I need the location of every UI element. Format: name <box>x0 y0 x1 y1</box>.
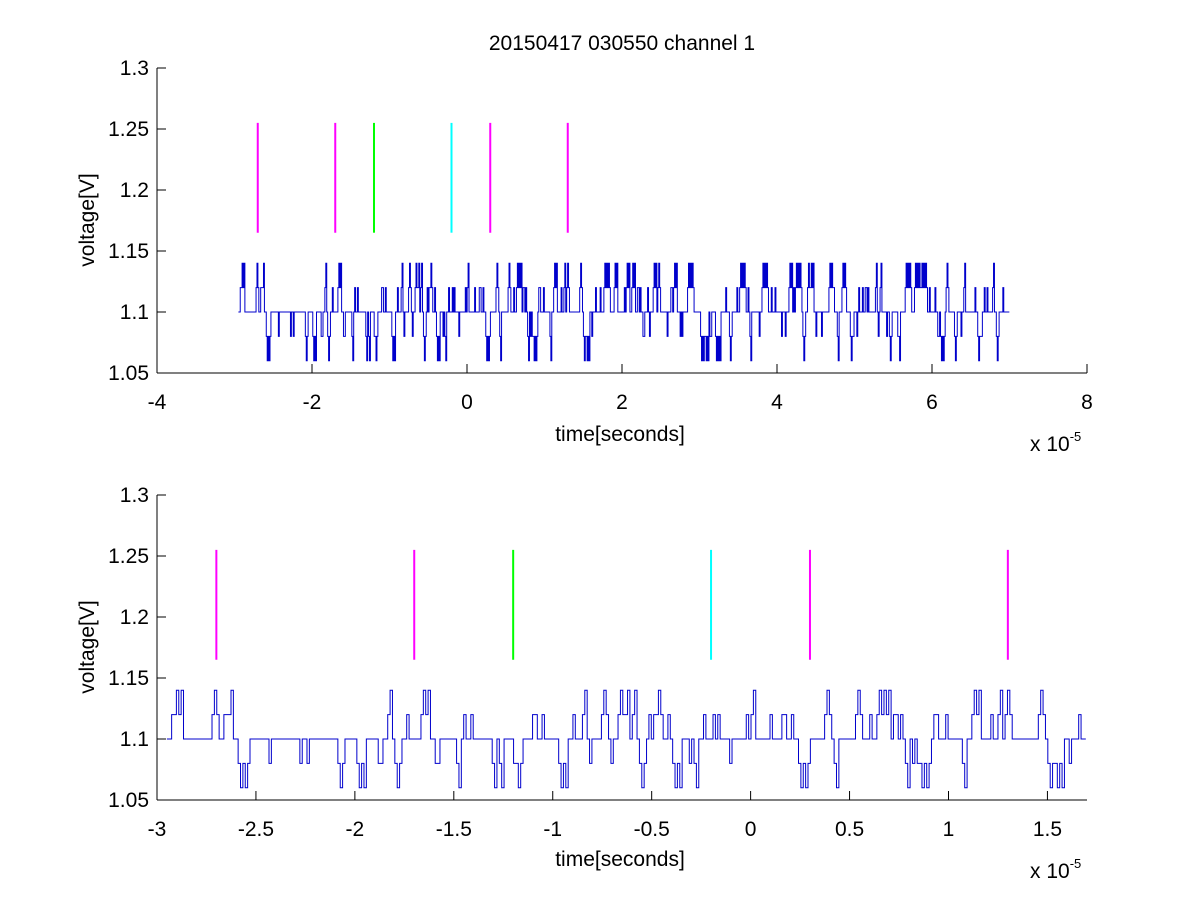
x-tick-label: -2.5 <box>238 818 274 841</box>
x-axis-label-bottom: time[seconds] <box>555 848 685 871</box>
x-tick-label: -2 <box>303 391 322 414</box>
y-tick-label: 1.05 <box>108 362 149 385</box>
x-tick-label: -3 <box>148 818 167 841</box>
signal-trace <box>238 262 1010 362</box>
y-tick-label: 1.05 <box>108 789 149 812</box>
x-tick-label: 8 <box>1081 391 1093 414</box>
x-tick-label: -4 <box>148 391 167 414</box>
y-tick-label: 1.2 <box>120 179 149 202</box>
y-tick-label: 1.25 <box>108 545 149 568</box>
x-tick-label: -0.5 <box>634 818 670 841</box>
y-axis-label-bottom: voltage[V] <box>76 600 99 693</box>
x-ticks-bottom: -3 -2.5 -2 -1.5 -1 -0.5 0 0.5 1 1.5 <box>148 791 1062 841</box>
y-tick-label: 1.15 <box>108 240 149 263</box>
axes-top: -4 -2 0 2 4 6 8 1.05 1.1 1.15 1.2 1.25 1.3 time[sec… <box>76 57 1093 456</box>
x-tick-label: -1 <box>543 818 562 841</box>
x-axis-label-top: time[seconds] <box>555 423 685 446</box>
x-exponent-top: x 10-5 <box>1030 429 1081 456</box>
markers-bottom <box>215 549 1009 660</box>
x-tick-label: 0 <box>461 391 473 414</box>
x-tick-label: 1 <box>943 818 955 841</box>
y-tick-label: 1.15 <box>108 667 149 690</box>
y-ticks-top: 1.05 1.1 1.15 1.2 1.25 1.3 <box>108 57 166 385</box>
y-tick-label: 1.1 <box>120 728 149 751</box>
y-tick-label: 1.3 <box>120 57 149 80</box>
x-tick-label: 2 <box>616 391 628 414</box>
y-tick-label: 1.3 <box>120 484 149 507</box>
x-tick-label: 1.5 <box>1033 818 1062 841</box>
axes-bottom: -3 -2.5 -2 -1.5 -1 -0.5 0 0.5 1 1.5 1.051.11.151.… <box>76 484 1087 883</box>
x-tick-label: 6 <box>926 391 938 414</box>
plot-area-top <box>238 262 1010 362</box>
x-tick-label: -2 <box>346 818 365 841</box>
markers-top <box>256 122 569 233</box>
y-ticks-bottom: 1.05 1.1 1.15 1.2 1.25 1.3 <box>108 484 166 812</box>
y-tick-label: 1.1 <box>120 301 149 324</box>
x-tick-label: 0.5 <box>835 818 864 841</box>
signal-trace <box>166 689 1086 789</box>
y-tick-label: 1.2 <box>120 606 149 629</box>
figure-title: 20150417 030550 channel 1 <box>489 32 755 55</box>
x-tick-label: -1.5 <box>436 818 472 841</box>
x-exponent-bottom: x 10-5 <box>1030 856 1081 883</box>
y-axis-label-top: voltage[V] <box>76 173 99 266</box>
plot-area-bottom <box>166 689 1086 789</box>
y-tick-label: 1.25 <box>108 118 149 141</box>
x-tick-label: 4 <box>771 391 783 414</box>
x-tick-label: 0 <box>745 818 757 841</box>
x-ticks-top: -4 -2 0 2 4 6 8 <box>148 364 1093 414</box>
